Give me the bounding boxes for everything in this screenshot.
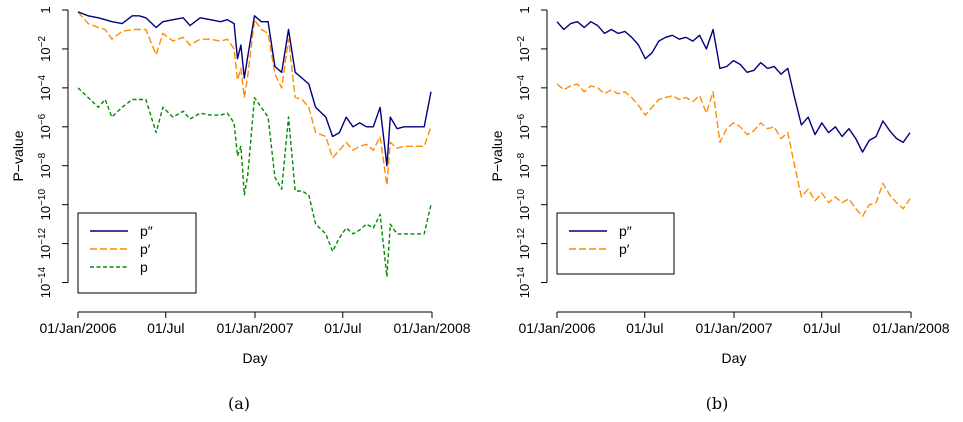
y-tick-base: 10 [38, 164, 53, 178]
y-tick-exponent: −2 [516, 36, 527, 48]
panel-caption: (b) [706, 394, 729, 413]
chart-panel-a: 110−210−410−610−810−1010−1210−1401/Jan/2… [10, 6, 471, 413]
legend-label: p′ [140, 241, 151, 257]
x-tick-label: 01/Jan/2007 [216, 320, 293, 336]
series-line-solid [77, 11, 432, 167]
x-tick-label: 01/Jul [626, 320, 663, 336]
legend-label: p″ [619, 223, 632, 239]
y-tick-exponent: −8 [37, 152, 48, 164]
y-tick-label: 10−10 [37, 189, 53, 221]
y-tick-label: 10−14 [516, 266, 532, 298]
x-tick-label: 01/Jan/2008 [393, 320, 470, 336]
y-tick-exponent: −10 [37, 189, 48, 206]
y-tick-exponent: −6 [516, 113, 527, 125]
legend-box [556, 212, 675, 275]
y-tick-base: 10 [38, 86, 53, 100]
legend-label: p [140, 259, 148, 275]
legend: p″ p′ [556, 212, 675, 275]
x-tick-label: 01/Jan/2008 [872, 320, 949, 336]
y-tick-exponent: −4 [37, 74, 48, 86]
y-tick-label: 1 [517, 6, 532, 13]
y-tick-base: 10 [38, 47, 53, 61]
y-tick-label: 10−8 [37, 152, 53, 178]
y-tick-base: 10 [517, 164, 532, 178]
series-line-dotted [77, 87, 432, 278]
y-tick-label: 10−4 [516, 74, 532, 100]
y-tick-base: 10 [517, 86, 532, 100]
y-tick-label: 10−4 [37, 74, 53, 100]
y-tick-base: 10 [517, 206, 532, 220]
y-tick-base: 10 [517, 245, 532, 259]
y-tick-label: 10−6 [37, 113, 53, 139]
y-tick-base: 10 [517, 125, 532, 139]
y-tick-exponent: −8 [516, 152, 527, 164]
y-tick-label: 10−6 [516, 113, 532, 139]
y-tick-label: 10−2 [516, 36, 532, 62]
y-tick-exponent: −14 [37, 266, 48, 283]
y-axis-title: P−value [489, 130, 505, 181]
x-axis-title: Day [722, 350, 747, 366]
series-line-dashed [77, 11, 432, 186]
y-tick-exponent: −14 [516, 266, 527, 283]
x-tick-label: 01/Jul [147, 320, 184, 336]
legend-label: p′ [619, 241, 630, 257]
panel-caption: (a) [228, 394, 250, 413]
y-tick-exponent: −2 [37, 36, 48, 48]
y-tick-label: 1 [38, 6, 53, 13]
y-tick-exponent: −10 [516, 189, 527, 206]
y-tick-base: 10 [517, 284, 532, 298]
y-tick-base: 10 [38, 284, 53, 298]
y-axis-title: P−value [10, 130, 26, 181]
y-tick-base: 10 [517, 47, 532, 61]
y-tick-label: 10−14 [37, 266, 53, 298]
x-tick-label: 01/Jan/2006 [518, 320, 595, 336]
chart-panel-b: 110−210−410−610−810−1010−1210−1401/Jan/2… [489, 6, 950, 413]
legend-label: p″ [140, 223, 153, 239]
legend: p″ p′ p [77, 212, 197, 294]
y-tick-base: 10 [38, 245, 53, 259]
legend-box [77, 212, 197, 294]
y-tick-exponent: −12 [37, 227, 48, 244]
y-tick-exponent: −12 [516, 227, 527, 244]
y-tick-label: 10−2 [37, 36, 53, 62]
x-tick-label: 01/Jul [803, 320, 840, 336]
x-axis-title: Day [243, 350, 268, 366]
y-tick-base: 10 [38, 206, 53, 220]
y-tick-base: 10 [38, 125, 53, 139]
series-line-solid [556, 21, 911, 153]
x-tick-label: 01/Jan/2006 [39, 320, 116, 336]
y-tick-label: 10−10 [516, 189, 532, 221]
y-tick-label: 10−12 [37, 227, 53, 259]
x-tick-label: 01/Jan/2007 [695, 320, 772, 336]
y-tick-label: 10−12 [516, 227, 532, 259]
x-tick-label: 01/Jul [324, 320, 361, 336]
y-tick-exponent: −4 [516, 74, 527, 86]
series-line-dashed [556, 83, 911, 218]
y-tick-exponent: −6 [37, 113, 48, 125]
y-tick-label: 10−8 [516, 152, 532, 178]
